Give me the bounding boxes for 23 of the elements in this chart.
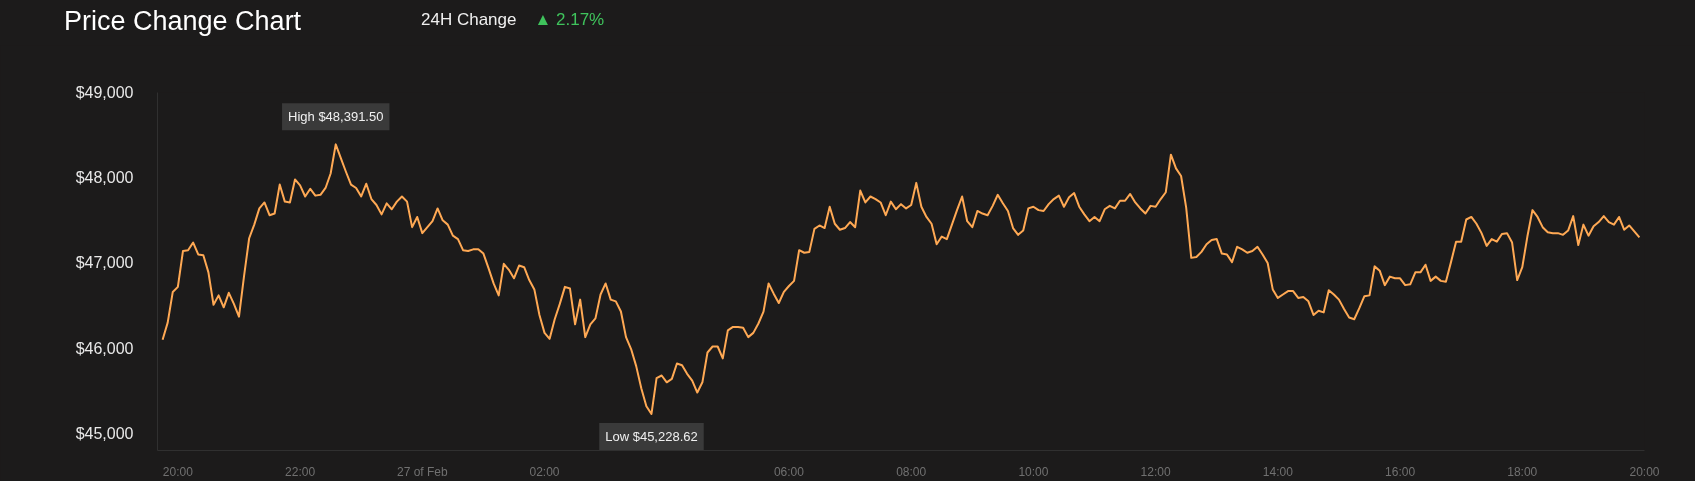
y-tick-label: $45,000: [75, 424, 134, 442]
x-tick-label: 06:00: [773, 464, 805, 479]
x-tick-label: 22:00: [285, 464, 316, 479]
x-tick-label: 14:00: [1262, 464, 1294, 479]
y-tick-label: $49,000: [75, 84, 134, 101]
x-tick-label: 18:00: [1507, 464, 1538, 479]
x-tick-label: 08:00: [896, 464, 927, 479]
x-tick-label: 10:00: [1018, 464, 1049, 479]
y-tick-label: $48,000: [75, 169, 134, 187]
chart-subtitle: 24H Change: [421, 10, 517, 29]
x-tick-label: 02:00: [529, 464, 560, 479]
y-tick-label: $47,000: [75, 254, 134, 272]
chart-title: Price Change Chart: [64, 5, 302, 38]
y-tick-label: $46,000: [75, 339, 134, 357]
x-tick-label: 27 of Feb: [396, 464, 448, 479]
annotation: High $48,391.50: [288, 109, 384, 125]
line-series: [161, 143, 1641, 415]
x-tick-label: 16:00: [1385, 464, 1416, 479]
x-tick-label: 20:00: [1629, 464, 1660, 479]
annotation: Low $45,228.62: [605, 428, 698, 444]
text: ▲ 2.17%: [534, 10, 605, 29]
x-tick-label: 20:00: [162, 464, 194, 479]
x-tick-label: 12:00: [1140, 464, 1171, 479]
